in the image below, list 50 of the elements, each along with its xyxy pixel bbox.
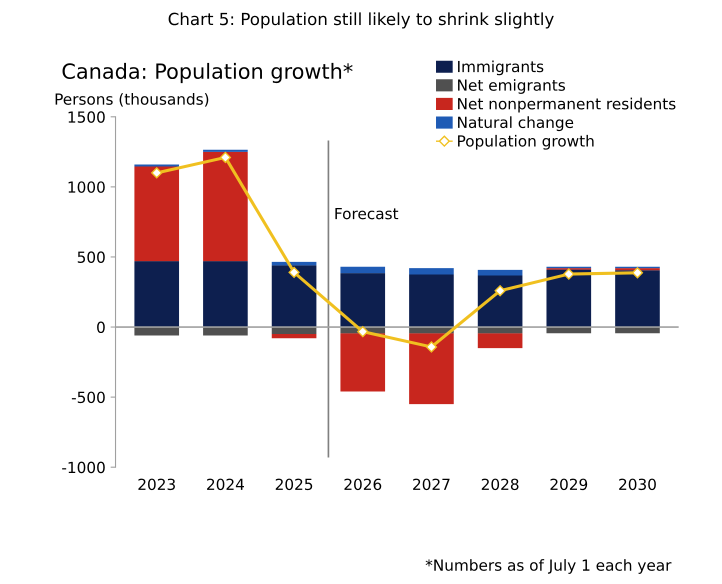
bar xyxy=(340,333,386,392)
point xyxy=(288,266,300,278)
x-tick-label: 2026 xyxy=(344,478,382,490)
y-tick-label: 0 xyxy=(97,322,105,334)
x-tick-label: 2027 xyxy=(413,478,450,490)
y-tick-label: 500 xyxy=(78,251,105,263)
point xyxy=(494,285,506,296)
point xyxy=(357,326,368,338)
legend-label: Net emigrants xyxy=(458,79,565,94)
x-tick-label: 2023 xyxy=(138,478,175,490)
bar xyxy=(272,334,316,338)
y-axis-title: Persons (thousands) xyxy=(56,93,208,107)
bar xyxy=(615,270,660,328)
bar xyxy=(134,164,180,167)
bar xyxy=(134,261,180,328)
chart-title: Chart 5: Population still likely to shrink slightly xyxy=(168,12,554,29)
point xyxy=(563,268,574,280)
chart-subtitle: Canada: Population growth* xyxy=(62,62,353,84)
bar xyxy=(272,265,316,328)
y-tick-label: 1000 xyxy=(68,181,105,193)
bar xyxy=(340,273,386,328)
bar xyxy=(340,266,386,274)
bar xyxy=(134,166,180,262)
legend-label: Immigrants xyxy=(458,60,544,76)
y-tick-label: -1000 xyxy=(62,462,105,474)
legend-label: Natural change xyxy=(458,116,574,132)
bar xyxy=(203,261,248,328)
text: *Numbers as of July 1 each year xyxy=(426,559,672,574)
y-tick-label: -500 xyxy=(72,392,105,404)
x-tick-label: 2028 xyxy=(482,478,519,490)
bar xyxy=(409,268,454,274)
legend-label: Net nonpermanent residents xyxy=(458,98,676,112)
bar xyxy=(478,270,522,276)
point xyxy=(220,152,232,164)
bar xyxy=(203,152,248,262)
legend-label: Population growth xyxy=(458,134,594,150)
ref-line-label: Forecast xyxy=(335,208,398,220)
point xyxy=(632,267,644,278)
x-tick-label: 2025 xyxy=(276,478,312,490)
bar xyxy=(478,333,522,348)
x-tick-label: 2030 xyxy=(619,478,656,490)
bar xyxy=(272,262,316,266)
x-tick-label: 2024 xyxy=(207,478,244,490)
point xyxy=(426,341,438,353)
y-tick-label: 1500 xyxy=(68,111,105,123)
x-tick-label: 2029 xyxy=(550,478,588,490)
bar xyxy=(409,333,454,404)
bar xyxy=(409,274,454,328)
bar xyxy=(546,270,592,328)
point xyxy=(151,167,162,178)
